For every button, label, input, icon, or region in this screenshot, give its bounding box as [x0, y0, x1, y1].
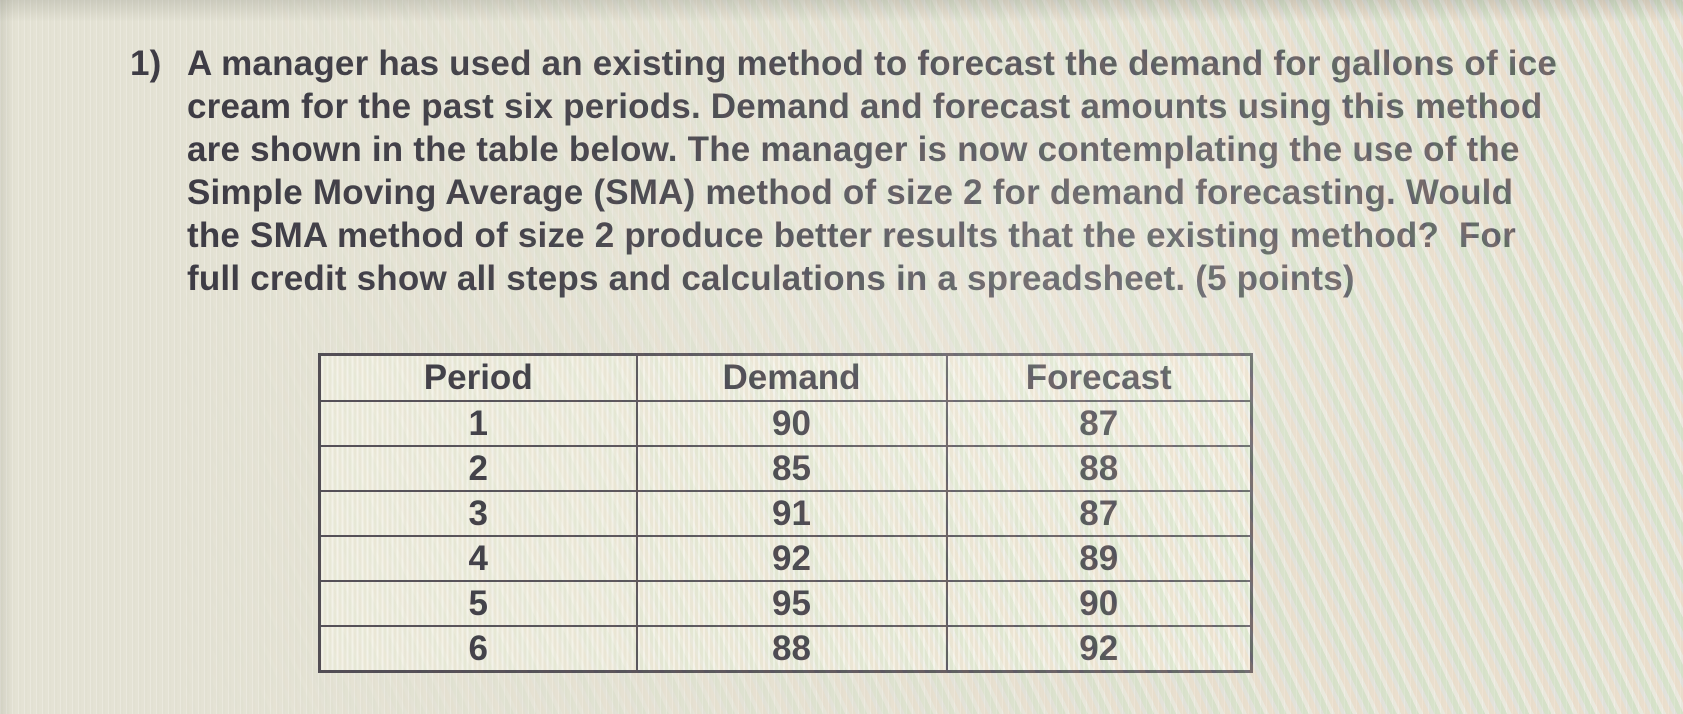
table-row: 6 88 92: [318, 625, 1253, 673]
demand-cell: 91: [635, 490, 948, 537]
table-row: 4 92 89: [318, 535, 1253, 582]
table-row: 1 90 87: [318, 400, 1253, 447]
col-header-forecast: Forecast: [945, 353, 1253, 402]
demand-forecast-table: Period Demand Forecast 1 90 87 2 85 88 3…: [318, 353, 1253, 673]
question-line: 1) A manager has used an existing method …: [130, 42, 1557, 85]
period-cell: 3: [318, 490, 638, 537]
col-header-demand: Demand: [635, 353, 948, 402]
demand-cell: 88: [635, 625, 948, 673]
question-number: 1): [130, 44, 162, 83]
period-cell: 6: [318, 625, 638, 673]
forecast-cell: 88: [945, 445, 1253, 492]
question-line: are shown in the table below. The manage…: [187, 130, 1520, 169]
table-row: 3 91 87: [318, 490, 1253, 537]
question-line: Simple Moving Average (SMA) method of si…: [187, 173, 1514, 212]
period-cell: 1: [318, 400, 638, 447]
forecast-cell: 92: [945, 625, 1253, 673]
demand-cell: 92: [635, 535, 948, 582]
demand-cell: 95: [635, 580, 948, 627]
forecast-cell: 87: [945, 490, 1253, 537]
table-header: Period Demand Forecast: [318, 353, 1253, 402]
forecast-cell: 90: [945, 580, 1253, 627]
question-block: 1) A manager has used an existing method …: [130, 42, 1557, 300]
col-header-period: Period: [318, 353, 638, 402]
question-line: cream for the past six periods. Demand a…: [187, 87, 1543, 126]
period-cell: 2: [318, 445, 638, 492]
demand-cell: 85: [635, 445, 948, 492]
forecast-cell: 89: [945, 535, 1253, 582]
question-line: the SMA method of size 2 produce better …: [187, 216, 1516, 255]
table-body: 1 90 87 2 85 88 3 91 87 4 92 89 5 95: [318, 400, 1253, 673]
question-line-text: A manager has used an existing method to…: [187, 44, 1558, 83]
question-line: full credit show all steps and calculati…: [187, 259, 1355, 298]
table-row: 2 85 88: [318, 445, 1253, 492]
period-cell: 4: [318, 535, 638, 582]
table-header-row: Period Demand Forecast: [318, 353, 1253, 402]
table-row: 5 95 90: [318, 580, 1253, 627]
period-cell: 5: [318, 580, 638, 627]
demand-cell: 90: [635, 400, 948, 447]
forecast-cell: 87: [945, 400, 1253, 447]
